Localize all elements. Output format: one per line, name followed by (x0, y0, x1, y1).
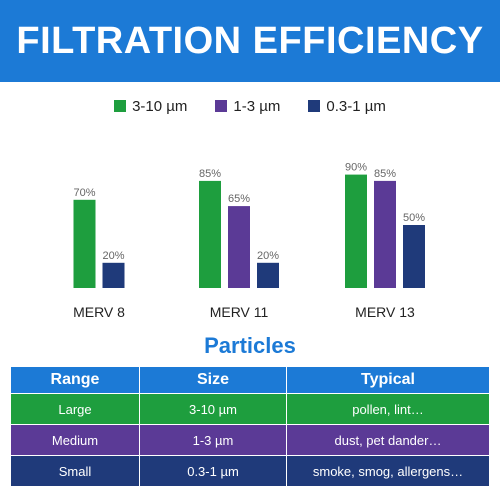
legend-label: 3-10 µm (132, 97, 188, 115)
bar-value-label: 65% (228, 193, 250, 205)
bar (73, 199, 96, 288)
bar-value-label: 85% (374, 168, 396, 180)
category-label: MERV 8 (73, 304, 125, 320)
page-title: FILTRATION EFFICIENCY (16, 19, 484, 62)
particles-title: Particles (204, 333, 296, 358)
bar (228, 206, 250, 288)
legend-swatch (308, 100, 321, 112)
bar-value-label: 85% (199, 168, 221, 180)
category-label: MERV 11 (210, 304, 269, 320)
cell-typical: dust, pet dander… (286, 424, 490, 456)
bar (102, 262, 125, 288)
legend-item-1-3: 1-3 µm (215, 98, 280, 115)
header-size: Size (139, 366, 287, 394)
bar (374, 180, 396, 288)
bar-chart: 70% 20% MERV 8 85% 65% 20% MERV 11 90% 85% 50% MER… (73, 162, 425, 320)
header-typical: Typical (286, 366, 490, 394)
header-range: Range (10, 366, 140, 394)
cell-range: Small (10, 455, 140, 487)
cell-range: Large (10, 393, 140, 425)
bar-value-label: 20% (102, 250, 124, 262)
legend-item-3-10: 3-10 µm (114, 98, 187, 115)
cell-range: Medium (10, 424, 140, 456)
legend-label: 1-3 µm (233, 97, 281, 115)
legend-item-0-3-1: 0.3-1 µm (308, 98, 386, 115)
cell-size: 3-10 µm (139, 393, 287, 425)
bar-value-label: 90% (345, 162, 367, 174)
table-row: Large 3-10 µm pollen, lint… (10, 393, 490, 425)
bar (199, 180, 221, 288)
cell-typical: pollen, lint… (286, 393, 490, 425)
cell-size: 0.3-1 µm (139, 455, 287, 487)
legend-label: 0.3-1 µm (326, 97, 386, 115)
bar-value-label: 50% (403, 212, 425, 224)
bar (403, 225, 425, 288)
table-row: Medium 1-3 µm dust, pet dander… (10, 424, 490, 456)
category-label: MERV 13 (355, 304, 415, 320)
chart-legend: 3-10 µm 1-3 µm 0.3-1 µm (0, 96, 500, 116)
legend-swatch (215, 100, 228, 112)
cell-typical: smoke, smog, allergens… (286, 455, 490, 487)
table-row: Small 0.3-1 µm smoke, smog, allergens… (10, 455, 490, 487)
particles-table: Range Size Typical Large 3-10 µm pollen,… (10, 366, 490, 487)
bar-value-label: 70% (73, 187, 95, 199)
bar (345, 174, 367, 288)
bar (257, 262, 279, 288)
cell-size: 1-3 µm (139, 424, 287, 456)
bar-value-label: 20% (257, 250, 279, 262)
title-banner: FILTRATION EFFICIENCY (0, 0, 500, 82)
table-header-row: Range Size Typical (10, 366, 490, 394)
legend-swatch (114, 100, 127, 112)
